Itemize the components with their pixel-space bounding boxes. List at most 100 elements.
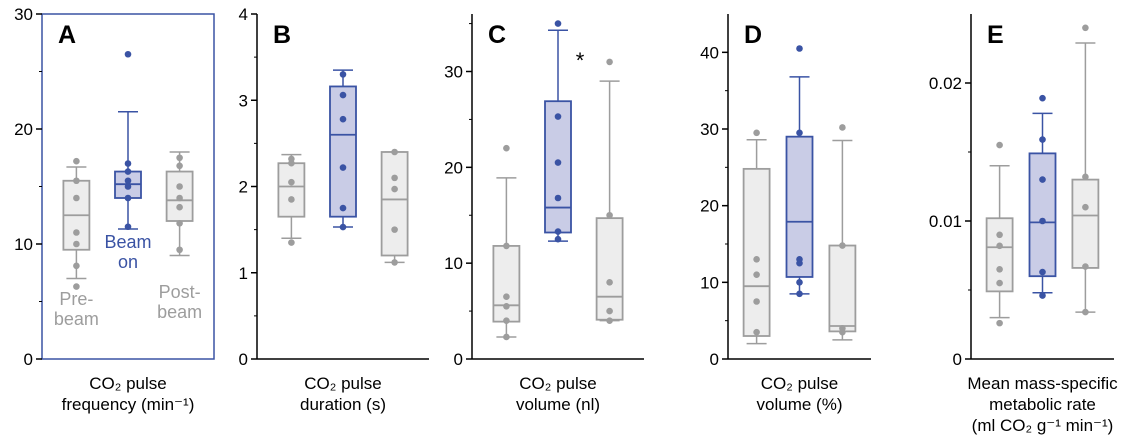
y-tick-label: 10 [700, 273, 719, 292]
data-point [606, 279, 613, 286]
y-tick-label: 0 [239, 350, 248, 369]
data-point [554, 113, 562, 120]
data-point [554, 194, 562, 202]
panel-label: E [987, 21, 1004, 49]
box-1 [62, 157, 91, 290]
data-point [124, 223, 132, 231]
data-point [124, 160, 132, 167]
iqr-box [1071, 178, 1100, 269]
data-point [176, 162, 183, 170]
data-point [288, 239, 295, 246]
data-point [1039, 217, 1046, 225]
data-point [1082, 203, 1089, 211]
y-tick-label: 0.01 [929, 212, 962, 231]
iqr-box [380, 151, 409, 257]
x-axis-title: CO₂ pulse [761, 374, 838, 393]
data-point [73, 283, 80, 290]
x-axis-title: metabolic rate [989, 395, 1096, 414]
data-point [391, 259, 398, 266]
data-point [996, 242, 1003, 250]
data-point [1039, 292, 1046, 299]
data-point [796, 279, 803, 286]
data-point [996, 319, 1003, 327]
data-point [73, 177, 80, 185]
y-tick-label: 1 [239, 264, 248, 283]
box-1 [492, 144, 521, 341]
data-point [503, 144, 510, 152]
data-point [73, 240, 80, 248]
x-axis-title: CO₂ pulse [519, 374, 596, 393]
y-tick-label: 0.02 [929, 74, 962, 93]
data-point [996, 266, 1003, 273]
group-label: beam [157, 302, 202, 322]
data-point [839, 325, 846, 332]
data-point [1039, 176, 1046, 183]
y-tick-label: 2 [239, 178, 248, 197]
data-point [554, 20, 562, 27]
data-point [73, 229, 80, 236]
box-1 [742, 129, 771, 345]
data-point [391, 226, 398, 233]
data-point [176, 203, 183, 211]
y-tick-label: 0 [24, 350, 33, 369]
panel-label: D [744, 21, 762, 49]
data-point [753, 271, 760, 278]
data-point [753, 256, 760, 263]
iqr-box [742, 167, 771, 337]
data-point [73, 157, 80, 165]
y-tick-label: 0 [953, 350, 962, 369]
iqr-box [165, 170, 194, 222]
box-2 [785, 45, 814, 298]
data-point [796, 129, 803, 137]
box-3 [828, 124, 857, 341]
x-axis-title: frequency (min⁻¹) [62, 395, 195, 414]
data-point [391, 185, 398, 193]
data-point [339, 223, 347, 231]
data-point [996, 141, 1003, 149]
data-point [176, 246, 183, 254]
box-2 [114, 50, 142, 231]
data-point [124, 183, 132, 190]
iqr-box [595, 217, 624, 321]
data-point [1039, 136, 1046, 143]
y-tick-label: 20 [700, 197, 719, 216]
data-point [554, 159, 562, 166]
data-point [753, 328, 760, 336]
y-tick-label: 30 [444, 63, 463, 82]
iqr-box [277, 162, 306, 218]
y-tick-label: 0 [710, 350, 719, 369]
data-point [554, 228, 562, 235]
panel-label: B [273, 21, 291, 49]
data-point [606, 307, 613, 315]
panel-d: 0 10 20 30 40 D CO₂ pulse volume (%) [700, 14, 871, 414]
box-3 [595, 58, 624, 324]
data-point [839, 124, 846, 131]
y-tick-label: 40 [700, 43, 719, 62]
data-point [606, 211, 613, 219]
data-point [996, 231, 1003, 239]
group-label: Post- [159, 282, 201, 302]
data-point [339, 115, 347, 123]
iqr-box [785, 135, 814, 278]
data-point [288, 178, 295, 186]
data-point [124, 194, 132, 202]
panel-e: 0 0.01 0.02 E Mean mass-specific metabolic ra… [929, 14, 1118, 435]
data-point [839, 242, 846, 249]
box-2 [544, 20, 572, 243]
data-point [796, 45, 803, 52]
data-point [339, 91, 347, 99]
y-tick-label: 0 [454, 350, 463, 369]
data-point [288, 155, 295, 163]
data-point [503, 293, 510, 301]
box-3 [1071, 24, 1100, 316]
data-point [73, 194, 80, 202]
group-label: beam [54, 309, 99, 329]
x-axis-title: CO₂ pulse [89, 374, 166, 393]
data-point [124, 177, 132, 185]
y-tick-label: 10 [14, 235, 33, 254]
panel-b: 0 1 2 3 4 B CO₂ pulse duration (s) [239, 5, 429, 414]
iqr-box [1028, 152, 1057, 278]
group-label: Pre- [59, 289, 93, 309]
